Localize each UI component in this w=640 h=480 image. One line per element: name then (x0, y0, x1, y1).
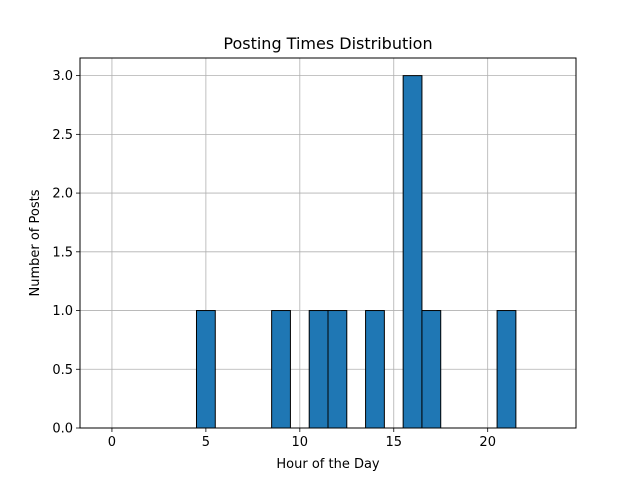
chart-title: Posting Times Distribution (223, 34, 432, 53)
histogram-bar (421, 310, 442, 429)
x-tick-label: 20 (479, 435, 496, 450)
histogram-bar (327, 310, 348, 429)
plot-frame (79, 57, 577, 429)
y-tick-label: 0.5 (52, 363, 73, 378)
x-tick-label: 15 (385, 435, 402, 450)
y-tick-label: 1.5 (52, 245, 73, 260)
x-axis-label: Hour of the Day (276, 457, 380, 472)
y-tick-label: 0.0 (52, 422, 73, 437)
y-tick-label: 1.0 (52, 304, 73, 319)
histogram-bar (496, 310, 517, 429)
axis-ticks: 0 5 10 15 20 0.0 0.5 1.0 1.5 2.0 2.5 3.0 (52, 69, 496, 450)
grid (80, 58, 576, 429)
y-axis-label: Number of Posts (28, 189, 43, 296)
x-tick-label: 5 (202, 435, 210, 450)
x-tick-label: 0 (108, 435, 116, 450)
histogram-bar (308, 310, 329, 429)
x-tick-label: 10 (292, 435, 309, 450)
y-tick-label: 3.0 (52, 69, 73, 84)
histogram-bar (402, 75, 423, 429)
histogram-bar (195, 310, 216, 429)
y-tick-label: 2.0 (52, 187, 73, 202)
histogram-bar (271, 310, 291, 429)
histogram-bar (365, 310, 385, 429)
y-tick-label: 2.5 (52, 128, 73, 143)
